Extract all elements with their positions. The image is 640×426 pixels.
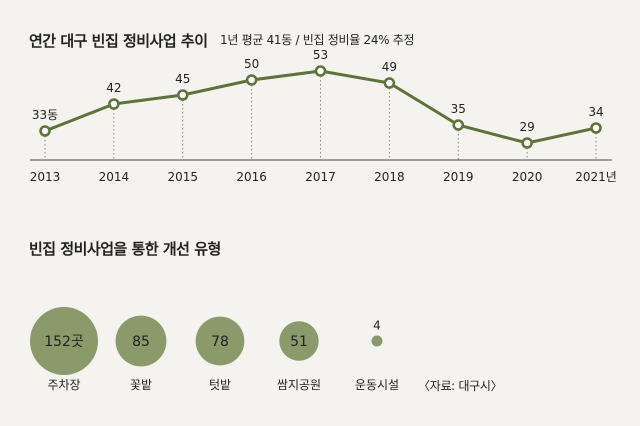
data-point <box>521 137 533 149</box>
x-tick-label: 2016 <box>236 170 267 184</box>
x-tick-label: 2021년 <box>575 170 617 184</box>
data-label: 49 <box>382 60 397 74</box>
data-label: 35 <box>451 102 466 116</box>
bubble-category-label: 쌈지공원 <box>277 378 321 392</box>
data-point <box>39 125 51 137</box>
data-point <box>177 89 189 101</box>
bubble-category-label: 꽃밭 <box>130 378 152 392</box>
bubble-category-label: 텃밭 <box>209 378 231 392</box>
x-tick-label: 2019 <box>443 170 474 184</box>
bubble-category-label: 운동시설 <box>355 378 399 392</box>
data-point <box>245 74 258 86</box>
bubble <box>371 335 383 347</box>
data-point <box>452 119 464 131</box>
bubble-value-label: 51 <box>290 334 308 350</box>
x-tick-label: 2014 <box>99 170 130 184</box>
line-chart-title: 연간 대구 빈집 정비사업 추이 <box>29 32 208 50</box>
bubble-category-label: 주차장 <box>47 378 80 392</box>
x-tick-label: 2020 <box>512 170 543 184</box>
bubble <box>195 316 245 366</box>
data-label: 42 <box>106 81 121 95</box>
data-label: 53 <box>313 48 328 62</box>
bubble-value-label: 152곳 <box>44 334 84 350</box>
bubble-value-label: 4 <box>373 318 381 332</box>
data-point <box>383 77 396 89</box>
line-chart: 33동 2013 42 2014 45 2015 50 2016 53 2017 49 2018 35 2… <box>30 48 617 184</box>
bubble-value-label: 78 <box>211 334 229 350</box>
data-label: 34 <box>588 105 603 119</box>
line-chart-subtitle: 1년 평균 41동 / 빈집 정비율 24% 추정 <box>220 33 415 47</box>
source-note: 〈자료: 대구시〉 <box>418 379 503 393</box>
data-point <box>108 98 120 110</box>
bubble <box>115 315 167 367</box>
x-tick-label: 2013 <box>30 170 61 184</box>
data-label: 29 <box>519 120 534 134</box>
data-point <box>590 122 602 134</box>
bubble <box>30 307 98 375</box>
bubble-chart-title: 빈집 정비사업을 통한 개선 유형 <box>29 240 221 258</box>
data-point <box>314 65 327 77</box>
bubble-value-label: 85 <box>132 334 150 350</box>
data-label: 33동 <box>32 108 58 122</box>
data-label: 50 <box>244 57 259 71</box>
bubble <box>279 321 319 361</box>
x-tick-label: 2017 <box>305 170 336 184</box>
x-tick-label: 2015 <box>167 170 198 184</box>
data-label: 45 <box>175 72 190 86</box>
x-tick-label: 2018 <box>374 170 405 184</box>
